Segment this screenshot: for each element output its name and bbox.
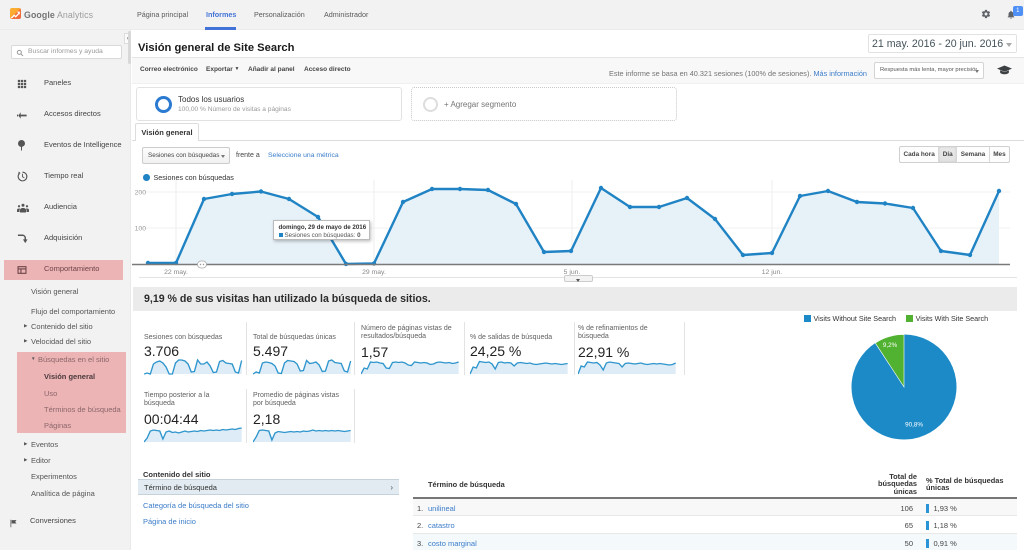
svg-text:12 jun.: 12 jun. bbox=[762, 269, 783, 276]
svg-text:90,8%: 90,8% bbox=[905, 422, 923, 429]
svg-text:9,2%: 9,2% bbox=[883, 342, 898, 349]
svg-text:5 jun.: 5 jun. bbox=[564, 269, 581, 276]
svg-text:29 may.: 29 may. bbox=[362, 269, 386, 276]
svg-text:100: 100 bbox=[135, 225, 147, 232]
svg-text:22 may.: 22 may. bbox=[164, 269, 188, 276]
svg-text:200: 200 bbox=[135, 189, 147, 196]
